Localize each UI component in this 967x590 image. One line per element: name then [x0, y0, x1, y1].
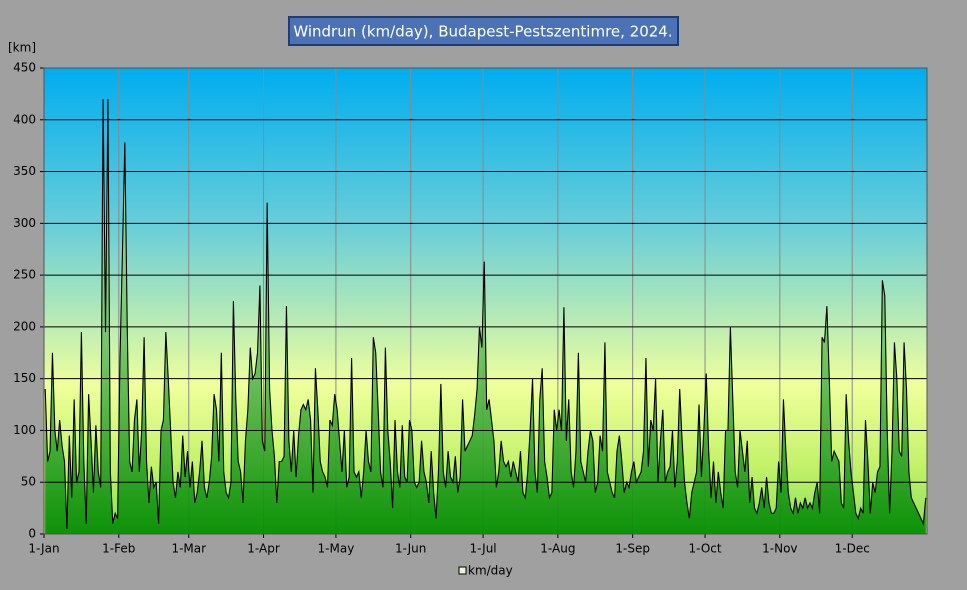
x-tick-label: 1-Jun: [395, 542, 426, 556]
x-tick-label: 1-Feb: [102, 542, 135, 556]
y-tick-label: 350: [13, 164, 36, 178]
y-tick-label: 450: [13, 61, 36, 75]
legend-label: km/day: [468, 564, 513, 578]
x-tick-label: 1-Jan: [28, 542, 59, 556]
x-tick-label: 1-Apr: [247, 542, 280, 556]
legend-swatch: [458, 566, 467, 575]
y-tick-label: 250: [13, 268, 36, 282]
y-tick-label: 200: [13, 319, 36, 333]
x-tick-label: 1-Jul: [470, 542, 497, 556]
line: [44, 99, 927, 529]
plot-border: [43, 67, 928, 535]
y-tick-label: 300: [13, 216, 36, 230]
x-tick-label: 1-Oct: [689, 542, 722, 556]
title-box: [288, 16, 679, 46]
y-tick-label: 0: [28, 527, 36, 541]
y-tick-label: 400: [13, 112, 36, 126]
y-tick-label: 50: [21, 475, 36, 489]
y-tick-label: 150: [13, 371, 36, 385]
chart-title: Windrun (km/day), Budapest-Pestszentimre…: [293, 23, 672, 41]
x-tick-label: 1-Sep: [615, 542, 650, 556]
x-tick-label: 1-Aug: [540, 542, 575, 556]
x-tick-label: 1-Nov: [762, 542, 797, 556]
y-axis-label: [km]: [8, 41, 36, 55]
y-tick-label: 100: [13, 423, 36, 437]
x-tick-label: 1-May: [318, 542, 355, 556]
x-tick-label: 1-Dec: [835, 542, 870, 556]
x-tick-label: 1-Mar: [171, 542, 206, 556]
